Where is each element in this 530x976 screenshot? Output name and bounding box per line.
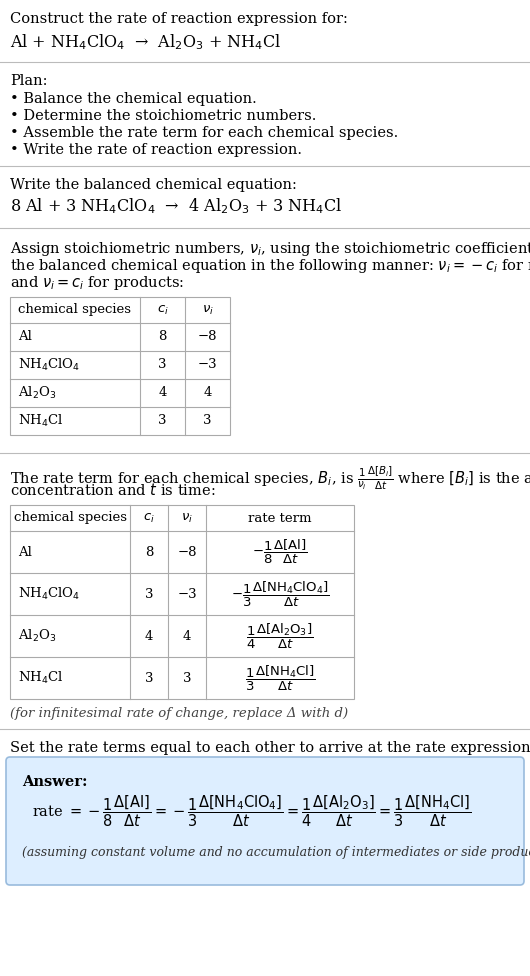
Text: Construct the rate of reaction expression for:: Construct the rate of reaction expressio… (10, 12, 348, 26)
Text: concentration and $t$ is time:: concentration and $t$ is time: (10, 482, 216, 498)
Text: and $\nu_i = c_i$ for products:: and $\nu_i = c_i$ for products: (10, 274, 184, 292)
Text: Answer:: Answer: (22, 775, 87, 789)
Text: −3: −3 (177, 588, 197, 600)
Text: −8: −8 (177, 546, 197, 558)
Text: Al + NH$_4$ClO$_4$  →  Al$_2$O$_3$ + NH$_4$Cl: Al + NH$_4$ClO$_4$ → Al$_2$O$_3$ + NH$_4… (10, 32, 281, 52)
Text: $c_i$: $c_i$ (156, 304, 169, 316)
Text: 3: 3 (183, 671, 191, 684)
Text: chemical species: chemical species (13, 511, 127, 524)
Text: • Determine the stoichiometric numbers.: • Determine the stoichiometric numbers. (10, 109, 316, 123)
Text: • Balance the chemical equation.: • Balance the chemical equation. (10, 92, 257, 106)
Text: Al$_2$O$_3$: Al$_2$O$_3$ (18, 385, 56, 401)
Text: $-\dfrac{1}{3}\dfrac{\Delta[\mathrm{NH_4ClO_4}]}{\Delta t}$: $-\dfrac{1}{3}\dfrac{\Delta[\mathrm{NH_4… (231, 580, 329, 609)
Text: Al: Al (18, 546, 32, 558)
Text: 3: 3 (203, 415, 212, 427)
Text: $-\dfrac{1}{8}\dfrac{\Delta[\mathrm{Al}]}{\Delta t}$: $-\dfrac{1}{8}\dfrac{\Delta[\mathrm{Al}]… (252, 538, 307, 566)
Text: NH$_4$ClO$_4$: NH$_4$ClO$_4$ (18, 357, 80, 373)
Text: Write the balanced chemical equation:: Write the balanced chemical equation: (10, 178, 297, 192)
Text: −3: −3 (198, 358, 217, 372)
Text: the balanced chemical equation in the following manner: $\nu_i = -c_i$ for react: the balanced chemical equation in the fo… (10, 257, 530, 275)
Text: $c_i$: $c_i$ (143, 511, 155, 524)
Text: The rate term for each chemical species, $B_i$, is $\frac{1}{\nu_i}\frac{\Delta[: The rate term for each chemical species,… (10, 465, 530, 493)
Text: Assign stoichiometric numbers, $\nu_i$, using the stoichiometric coefficients, $: Assign stoichiometric numbers, $\nu_i$, … (10, 240, 530, 258)
Text: rate term: rate term (248, 511, 312, 524)
Text: 8: 8 (158, 331, 167, 344)
Text: NH$_4$ClO$_4$: NH$_4$ClO$_4$ (18, 586, 80, 602)
Text: 4: 4 (145, 630, 153, 642)
Bar (10, 297, 230, 435)
Text: (for infinitesimal rate of change, replace Δ with d): (for infinitesimal rate of change, repla… (10, 707, 348, 720)
Text: chemical species: chemical species (19, 304, 131, 316)
Text: 4: 4 (204, 386, 211, 399)
Text: NH$_4$Cl: NH$_4$Cl (18, 670, 64, 686)
Text: 8: 8 (145, 546, 153, 558)
Text: 8 Al + 3 NH$_4$ClO$_4$  →  4 Al$_2$O$_3$ + 3 NH$_4$Cl: 8 Al + 3 NH$_4$ClO$_4$ → 4 Al$_2$O$_3$ +… (10, 196, 342, 216)
FancyBboxPatch shape (6, 757, 524, 885)
Text: Plan:: Plan: (10, 74, 48, 88)
Bar (10, 505, 354, 699)
Text: 4: 4 (158, 386, 167, 399)
Text: • Write the rate of reaction expression.: • Write the rate of reaction expression. (10, 143, 302, 157)
Text: $\dfrac{1}{3}\dfrac{\Delta[\mathrm{NH_4Cl}]}{\Delta t}$: $\dfrac{1}{3}\dfrac{\Delta[\mathrm{NH_4C… (245, 664, 315, 693)
Text: 3: 3 (158, 358, 167, 372)
Text: Set the rate terms equal to each other to arrive at the rate expression:: Set the rate terms equal to each other t… (10, 741, 530, 755)
Text: (assuming constant volume and no accumulation of intermediates or side products): (assuming constant volume and no accumul… (22, 846, 530, 859)
Text: 4: 4 (183, 630, 191, 642)
Text: −8: −8 (198, 331, 217, 344)
Text: $\dfrac{1}{4}\dfrac{\Delta[\mathrm{Al_2O_3}]}{\Delta t}$: $\dfrac{1}{4}\dfrac{\Delta[\mathrm{Al_2O… (246, 622, 314, 651)
Text: 3: 3 (158, 415, 167, 427)
Text: $\nu_i$: $\nu_i$ (181, 511, 193, 524)
Text: 3: 3 (145, 671, 153, 684)
Text: rate $= -\dfrac{1}{8}\dfrac{\Delta[\mathrm{Al}]}{\Delta t} = -\dfrac{1}{3}\dfrac: rate $= -\dfrac{1}{8}\dfrac{\Delta[\math… (32, 793, 472, 829)
Text: • Assemble the rate term for each chemical species.: • Assemble the rate term for each chemic… (10, 126, 398, 140)
Text: NH$_4$Cl: NH$_4$Cl (18, 413, 64, 429)
Text: Al$_2$O$_3$: Al$_2$O$_3$ (18, 628, 56, 644)
Text: $\nu_i$: $\nu_i$ (201, 304, 214, 316)
Text: Al: Al (18, 331, 32, 344)
Text: 3: 3 (145, 588, 153, 600)
